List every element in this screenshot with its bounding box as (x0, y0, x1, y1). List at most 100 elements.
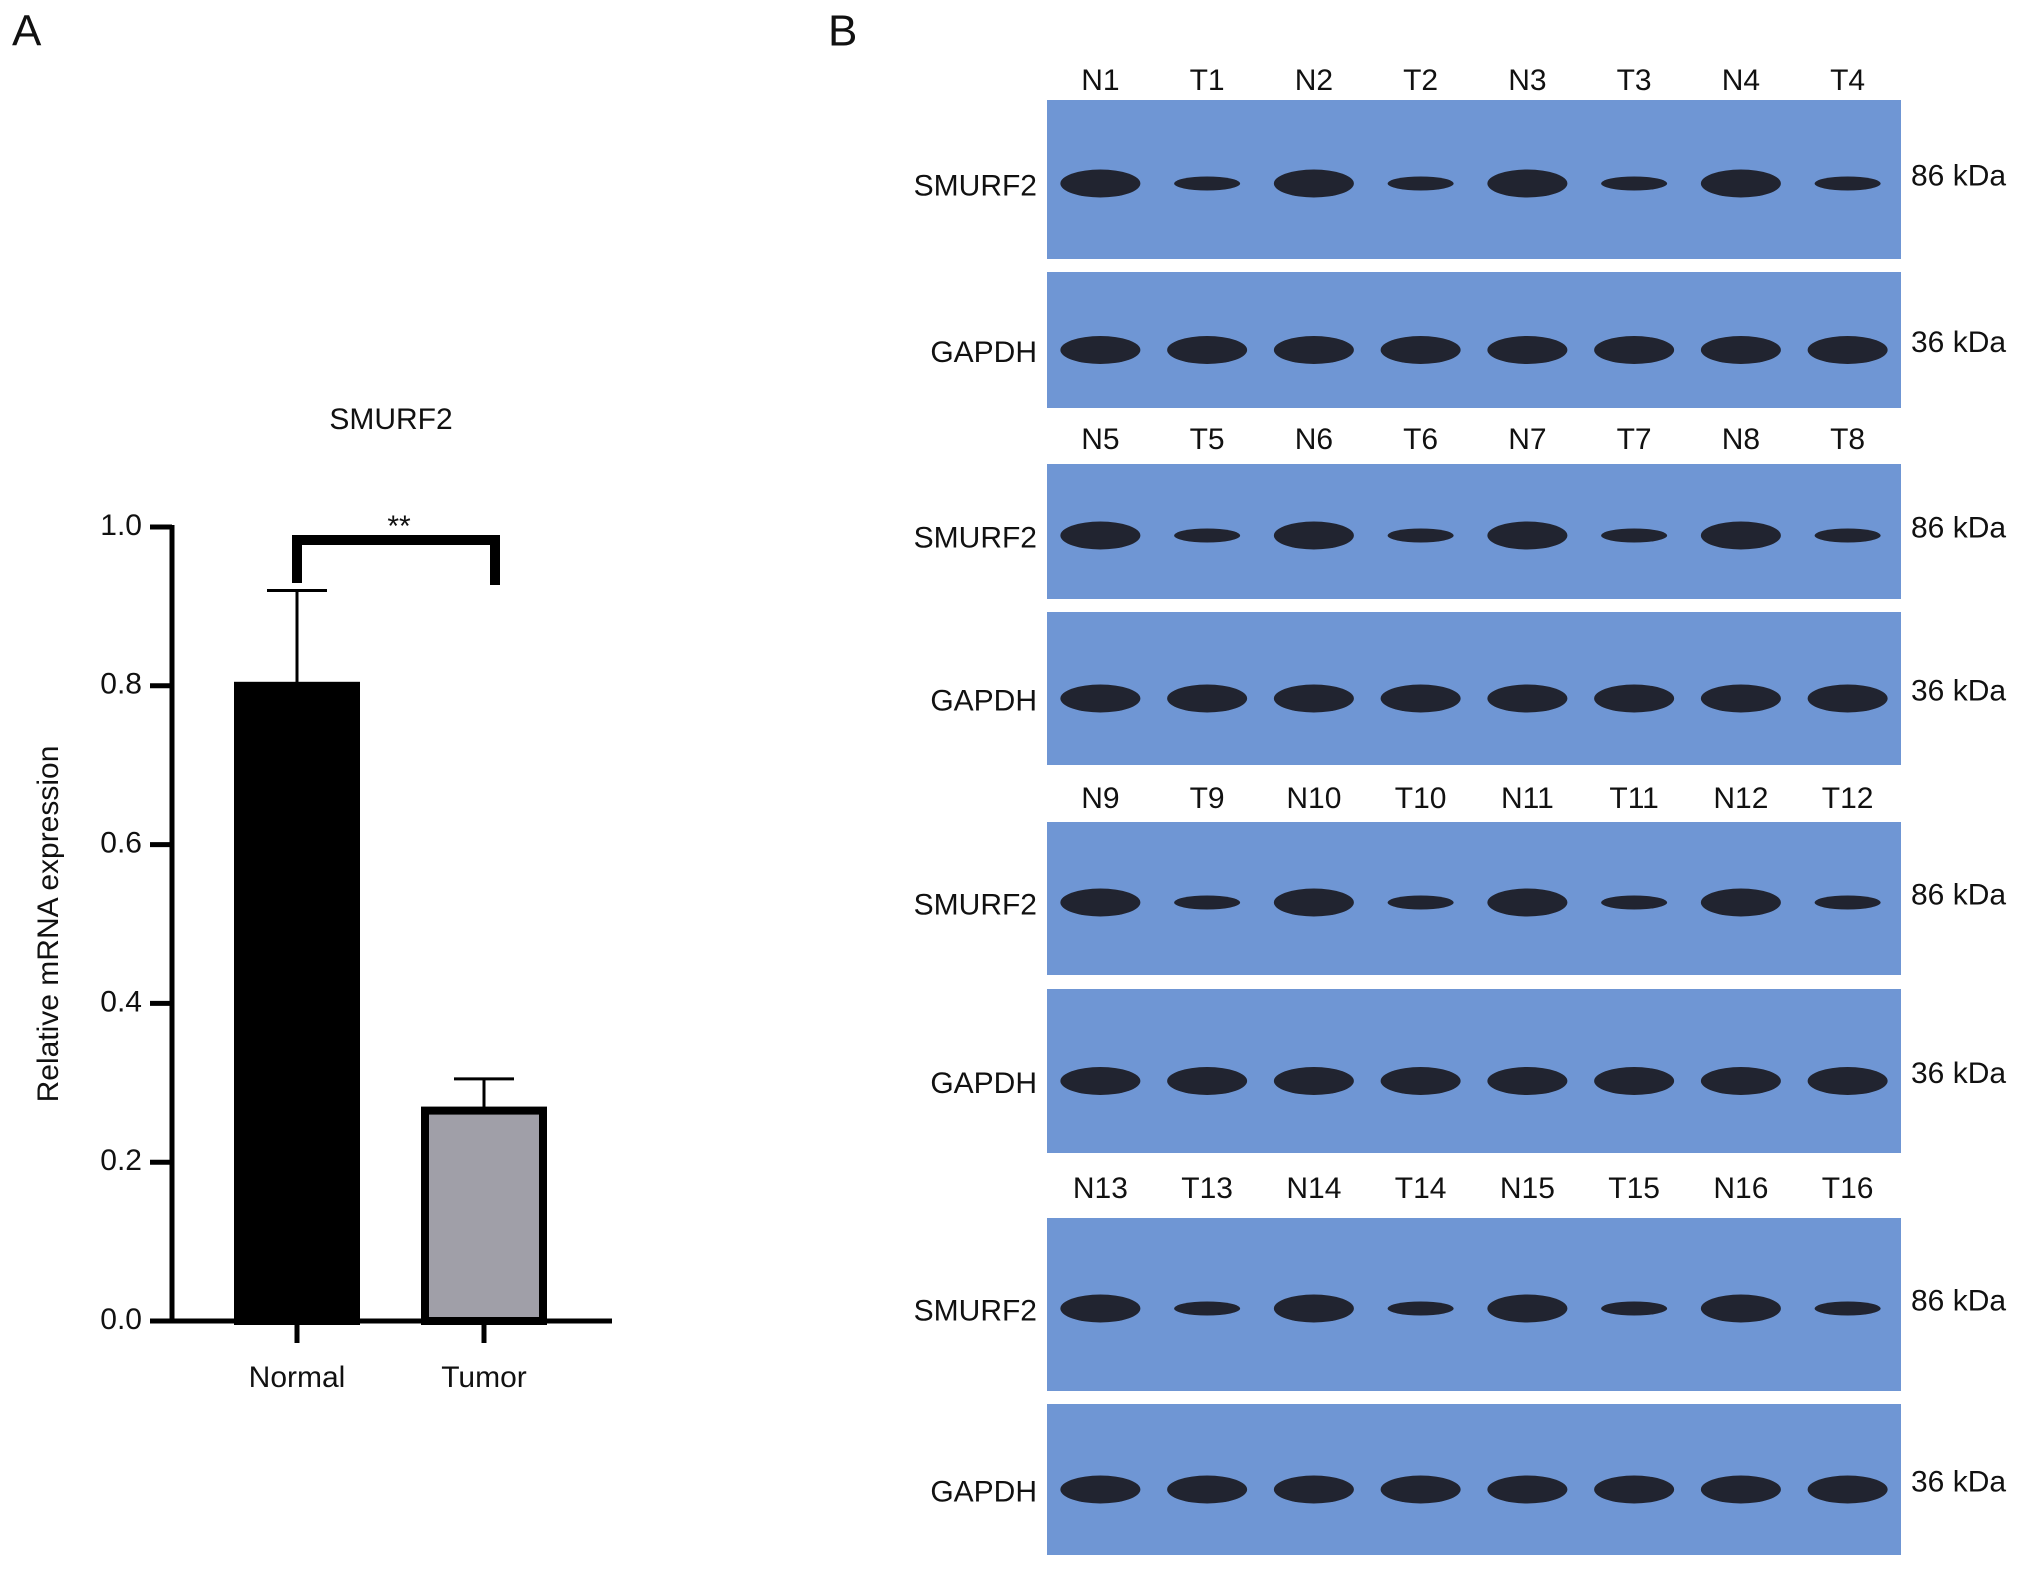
blot-band (1594, 1067, 1675, 1095)
protein-label: SMURF2 (914, 888, 1037, 921)
blot-band (1601, 176, 1668, 191)
lane-label: T4 (1830, 64, 1865, 97)
blot-band (1273, 1294, 1354, 1323)
lane-label: N12 (1713, 782, 1768, 815)
blot-band (1807, 684, 1888, 713)
blot-band (1174, 176, 1241, 191)
y-tick-label: 0.2 (100, 1144, 142, 1177)
panel-label: B (828, 7, 857, 56)
lane-label: N10 (1286, 782, 1341, 815)
blot-band (1807, 1475, 1888, 1504)
blot-band (1601, 1301, 1668, 1316)
blot-band (1487, 169, 1568, 198)
blot-band (1273, 521, 1354, 550)
y-tick-label: 0.0 (100, 1303, 142, 1336)
blot-band (1174, 528, 1241, 543)
blot-band (1594, 336, 1675, 364)
lane-label: N5 (1081, 423, 1119, 456)
blot-band (1487, 684, 1568, 713)
lane-label: T16 (1822, 1172, 1874, 1205)
lane-label: N8 (1722, 423, 1760, 456)
lane-label: N4 (1722, 64, 1760, 97)
blot-band (1601, 895, 1668, 910)
lane-label: N6 (1295, 423, 1333, 456)
lane-label: N7 (1508, 423, 1546, 456)
blot-band (1273, 1475, 1354, 1504)
lane-label: T7 (1617, 423, 1652, 456)
blot-band (1387, 895, 1454, 910)
blot-band (1273, 336, 1354, 364)
blot-band (1174, 895, 1241, 910)
size-label: 86 kDa (1911, 1284, 2006, 1317)
lane-label: T1 (1190, 64, 1225, 97)
blot-band (1594, 1475, 1675, 1504)
blot-band (1814, 528, 1881, 543)
blot-band (1487, 888, 1568, 917)
blot-band (1700, 521, 1781, 550)
blot-band (1700, 684, 1781, 713)
blot-band (1167, 336, 1248, 364)
blot-band (1273, 684, 1354, 713)
lane-label: N1 (1081, 64, 1119, 97)
y-tick-label: 0.4 (100, 985, 142, 1018)
lane-label: T11 (1609, 782, 1658, 815)
blot-band (1060, 336, 1141, 364)
protein-label: GAPDH (930, 684, 1037, 717)
blot-band (1601, 528, 1668, 543)
lane-label: N13 (1073, 1172, 1128, 1205)
size-label: 86 kDa (1911, 878, 2006, 911)
blot-band (1700, 336, 1781, 364)
lane-label: N9 (1081, 782, 1119, 815)
blot-band (1060, 169, 1141, 198)
size-label: 86 kDa (1911, 159, 2006, 192)
chart-title: SMURF2 (329, 403, 452, 436)
blot-band (1174, 1301, 1241, 1316)
blot-membrane (1047, 989, 1901, 1153)
lane-label: N14 (1286, 1172, 1341, 1205)
blot-band (1700, 1067, 1781, 1095)
blot-band (1060, 521, 1141, 550)
y-tick-label: 1.0 (100, 509, 142, 542)
bar (234, 681, 360, 1325)
lane-label: T12 (1822, 782, 1874, 815)
lane-label: T6 (1403, 423, 1438, 456)
blot-band (1380, 684, 1461, 713)
size-label: 86 kDa (1911, 511, 2006, 544)
x-tick-label: Normal (249, 1361, 346, 1394)
blot-band (1700, 888, 1781, 917)
lane-label: N2 (1295, 64, 1333, 97)
lane-label: T9 (1190, 782, 1225, 815)
blot-band (1060, 1294, 1141, 1323)
lane-label: T2 (1403, 64, 1438, 97)
blot-band (1387, 176, 1454, 191)
blot-band (1594, 684, 1675, 713)
protein-label: SMURF2 (914, 169, 1037, 202)
blot-band (1380, 1475, 1461, 1504)
protein-label: SMURF2 (914, 1294, 1037, 1327)
blot-membrane (1047, 1404, 1901, 1555)
blot-band (1060, 888, 1141, 917)
blot-membrane (1047, 612, 1901, 765)
blot-band (1487, 521, 1568, 550)
blot-band (1167, 1067, 1248, 1095)
y-tick-label: 0.8 (100, 668, 142, 701)
lane-label: N3 (1508, 64, 1546, 97)
blot-band (1380, 336, 1461, 364)
blot-band (1700, 169, 1781, 198)
lane-label: N11 (1501, 782, 1554, 815)
lane-label: N16 (1713, 1172, 1768, 1205)
size-label: 36 kDa (1911, 1465, 2006, 1498)
blot-band (1814, 1301, 1881, 1316)
significance-bracket (292, 535, 500, 585)
size-label: 36 kDa (1911, 674, 2006, 707)
protein-label: GAPDH (930, 1475, 1037, 1508)
lane-label: T5 (1190, 423, 1225, 456)
protein-label: GAPDH (930, 336, 1037, 369)
blot-band (1387, 1301, 1454, 1316)
y-axis-label: Relative mRNA expression (32, 746, 65, 1103)
blot-band (1060, 1475, 1141, 1504)
lane-label: T15 (1608, 1172, 1660, 1205)
lane-label: T13 (1181, 1172, 1233, 1205)
blot-band (1814, 176, 1881, 191)
